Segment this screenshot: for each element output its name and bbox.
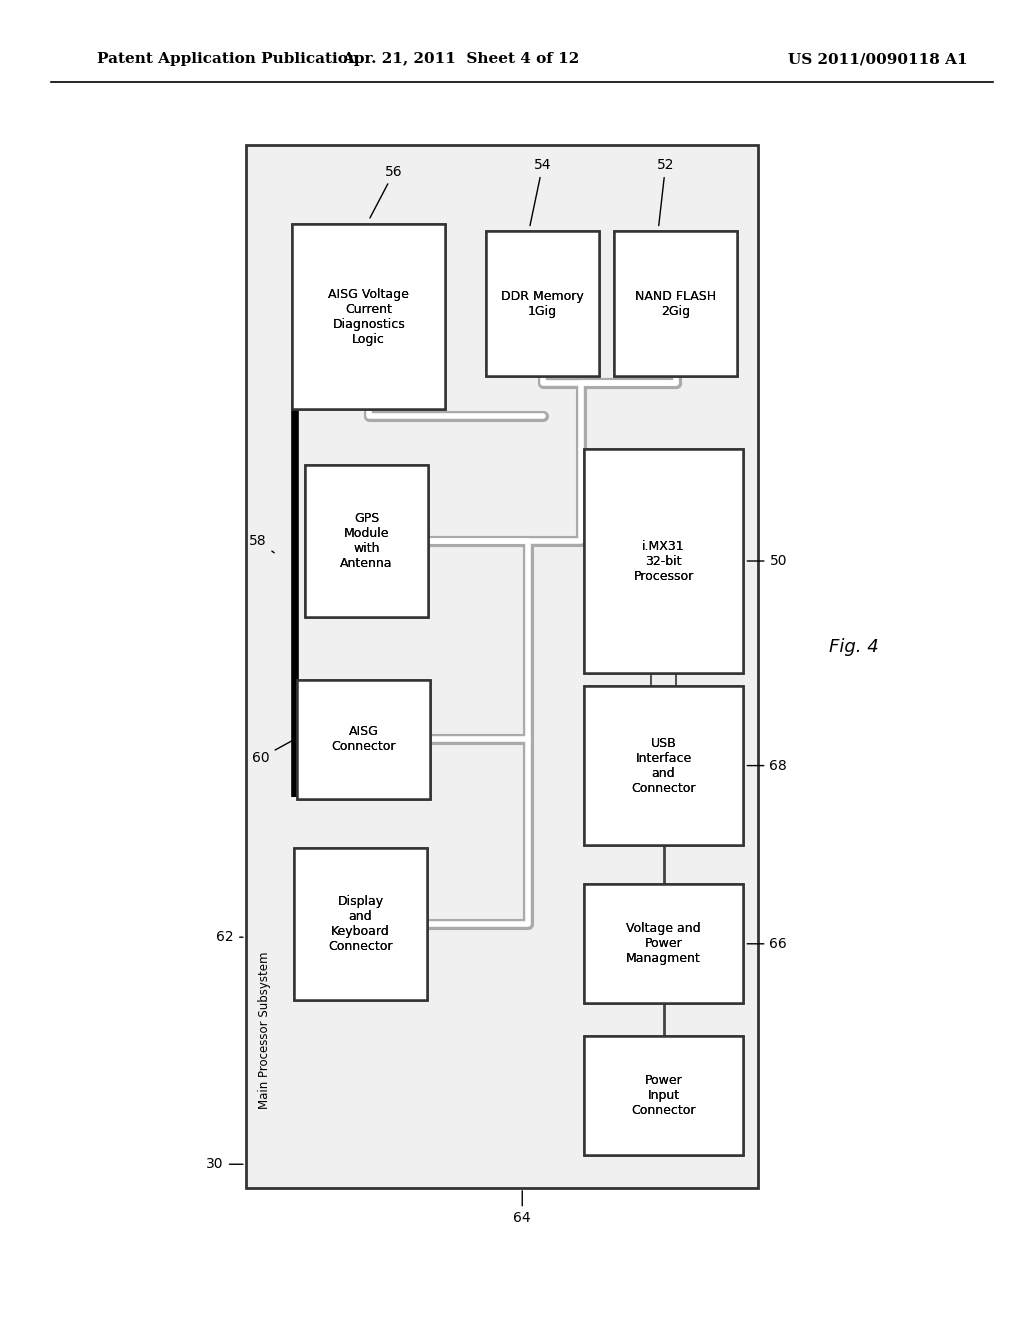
Text: 64: 64 (513, 1191, 531, 1225)
Bar (584, 686, 743, 845)
Text: 58: 58 (249, 535, 274, 553)
Bar (297, 680, 430, 799)
Text: 62: 62 (216, 931, 243, 944)
Text: 68: 68 (748, 759, 787, 772)
Bar (584, 884, 743, 1003)
Bar (305, 466, 428, 618)
Text: Apr. 21, 2011  Sheet 4 of 12: Apr. 21, 2011 Sheet 4 of 12 (342, 53, 580, 66)
Text: AISG
Connector: AISG Connector (332, 725, 395, 754)
Text: Voltage and
Power
Managment: Voltage and Power Managment (627, 923, 700, 965)
Bar (297, 680, 430, 799)
Text: 54: 54 (530, 158, 552, 226)
Text: AISG Voltage
Current
Diagnostics
Logic: AISG Voltage Current Diagnostics Logic (329, 288, 409, 346)
Bar (584, 884, 743, 1003)
Text: NAND FLASH
2Gig: NAND FLASH 2Gig (635, 289, 717, 318)
Text: i.MX31
32-bit
Processor: i.MX31 32-bit Processor (634, 540, 693, 582)
Bar (305, 466, 428, 618)
Text: Patent Application Publication: Patent Application Publication (97, 53, 359, 66)
Text: 50: 50 (748, 554, 787, 568)
Text: DDR Memory
1Gig: DDR Memory 1Gig (502, 289, 584, 318)
Text: Display
and
Keyboard
Connector: Display and Keyboard Connector (329, 895, 392, 953)
Text: 30: 30 (206, 1158, 243, 1171)
Bar (292, 224, 445, 409)
Bar (246, 145, 758, 1188)
Bar (486, 231, 599, 376)
Bar (294, 849, 427, 1001)
Bar (584, 1036, 743, 1155)
Text: 52: 52 (656, 158, 675, 226)
Text: i.MX31
32-bit
Processor: i.MX31 32-bit Processor (634, 540, 693, 582)
Text: AISG
Connector: AISG Connector (332, 725, 395, 754)
Bar (614, 231, 737, 376)
Text: Power
Input
Connector: Power Input Connector (632, 1074, 695, 1117)
Bar (614, 231, 737, 376)
Bar (486, 231, 599, 376)
Bar (584, 449, 743, 673)
Bar (584, 1036, 743, 1155)
Text: NAND FLASH
2Gig: NAND FLASH 2Gig (635, 289, 717, 318)
Text: AISG Voltage
Current
Diagnostics
Logic: AISG Voltage Current Diagnostics Logic (329, 288, 409, 346)
Text: Power
Input
Connector: Power Input Connector (632, 1074, 695, 1117)
Bar (584, 449, 743, 673)
Text: GPS
Module
with
Antenna: GPS Module with Antenna (340, 512, 393, 570)
Text: 60: 60 (252, 741, 293, 764)
Text: Fig. 4: Fig. 4 (829, 638, 880, 656)
Text: US 2011/0090118 A1: US 2011/0090118 A1 (788, 53, 968, 66)
Text: Main Processor Subsystem: Main Processor Subsystem (258, 952, 271, 1109)
Text: USB
Interface
and
Connector: USB Interface and Connector (632, 737, 695, 795)
Text: DDR Memory
1Gig: DDR Memory 1Gig (502, 289, 584, 318)
Text: Display
and
Keyboard
Connector: Display and Keyboard Connector (329, 895, 392, 953)
Bar (294, 849, 427, 1001)
Bar (292, 224, 445, 409)
Text: 56: 56 (370, 165, 403, 218)
Bar (584, 686, 743, 845)
Text: 66: 66 (748, 937, 787, 950)
Text: GPS
Module
with
Antenna: GPS Module with Antenna (340, 512, 393, 570)
Text: Voltage and
Power
Managment: Voltage and Power Managment (627, 923, 700, 965)
Text: USB
Interface
and
Connector: USB Interface and Connector (632, 737, 695, 795)
